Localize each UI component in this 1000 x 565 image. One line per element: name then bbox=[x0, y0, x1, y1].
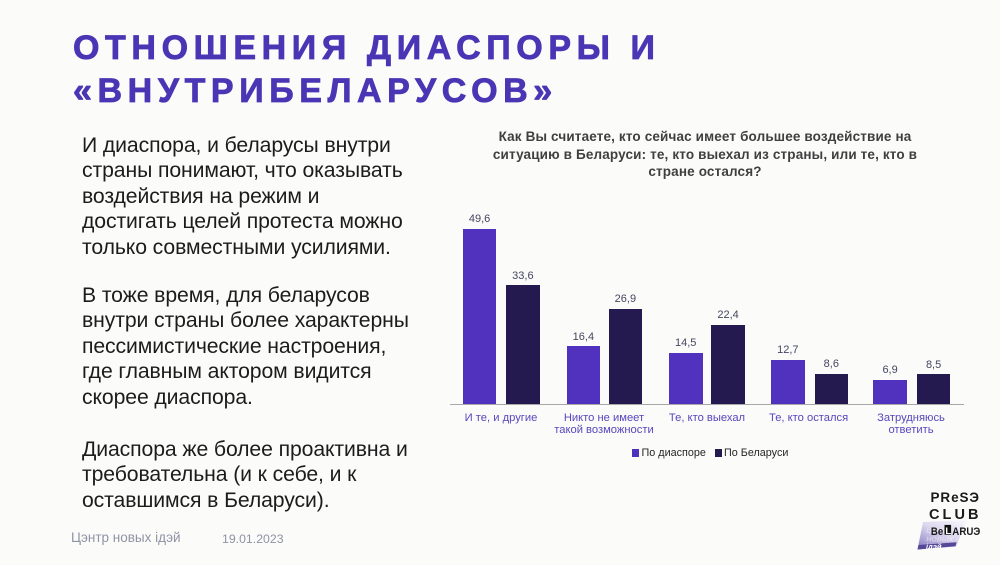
svg-text:ідэй: ідэй bbox=[925, 542, 943, 551]
svg-text:ЦЭНТР: ЦЭНТР bbox=[926, 528, 952, 535]
svg-text:PReSЭ: PReSЭ bbox=[931, 490, 980, 505]
svg-text:Вe: Вe bbox=[931, 526, 943, 538]
svg-text:НОВЫХ: НОВЫХ bbox=[926, 537, 955, 544]
svg-text:CLUB: CLUB bbox=[929, 507, 979, 523]
svg-text:L: L bbox=[945, 526, 951, 537]
svg-text:ARUЭ: ARUЭ bbox=[952, 526, 980, 538]
